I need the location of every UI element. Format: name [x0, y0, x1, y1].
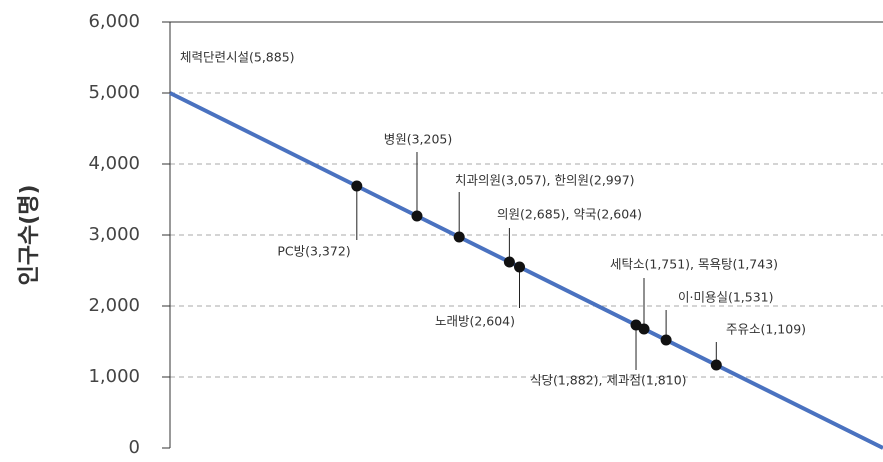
y-axis-title: 인구수(명) — [17, 184, 42, 285]
point — [351, 180, 363, 192]
annotation: 세탁소(1,751), 목욕탕(1,743) — [610, 257, 778, 272]
annotation: 의원(2,685), 약국(2,604) — [497, 207, 642, 222]
annotation: 주유소(1,109) — [726, 322, 806, 337]
point — [503, 256, 515, 268]
annotation: 치과의원(3,057), 한의원(2,997) — [455, 173, 635, 188]
annotation: 이·미용실(1,531) — [678, 290, 774, 305]
y-tick-label: 3,000 — [88, 224, 140, 245]
point — [411, 210, 423, 222]
y-tick-label: 1,000 — [88, 366, 140, 387]
annotation: 체력단련시설(5,885) — [180, 50, 295, 65]
point — [638, 323, 650, 335]
y-tick-label: 2,000 — [88, 295, 140, 316]
point — [660, 334, 672, 346]
y-tick-label: 6,000 — [88, 11, 140, 32]
point — [710, 359, 722, 371]
y-tick-label: 0 — [129, 437, 140, 458]
point — [514, 261, 526, 273]
annotation: 식당(1,882), 제과점(1,810) — [530, 373, 687, 388]
annotation: 노래방(2,604) — [435, 314, 515, 329]
y-tick-label: 4,000 — [88, 153, 140, 174]
annotation: PC방(3,372) — [277, 244, 350, 259]
point — [453, 231, 465, 243]
y-tick-label: 5,000 — [88, 82, 140, 103]
trend-line — [169, 91, 883, 450]
annotation: 병원(3,205) — [384, 132, 453, 147]
